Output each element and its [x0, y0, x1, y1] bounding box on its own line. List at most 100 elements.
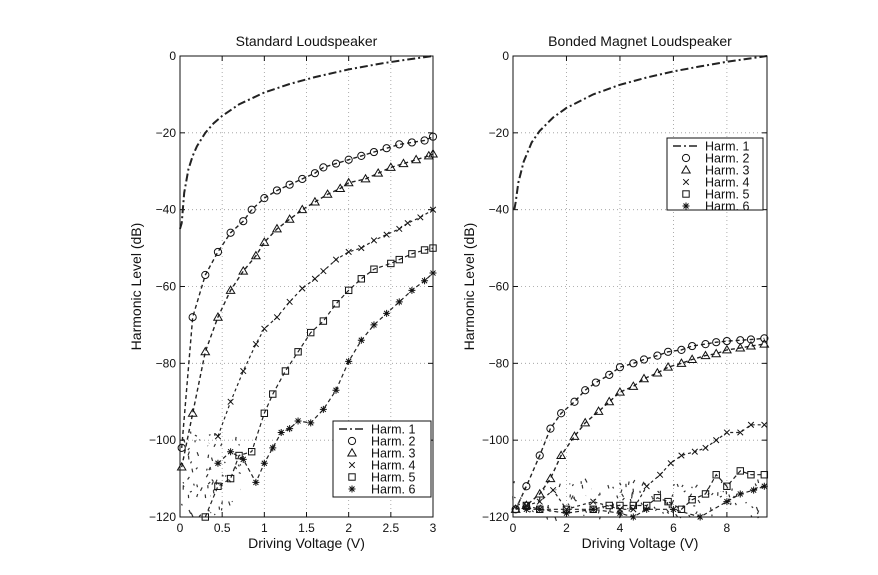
data-point-asterisk [319, 405, 327, 413]
data-point-circle [239, 217, 248, 226]
data-point-circle [226, 228, 235, 237]
data-point-circle [546, 424, 555, 433]
legend-square-icon [348, 473, 356, 481]
data-point-asterisk [669, 505, 677, 513]
y-tick-label: −100 [482, 433, 509, 447]
data-point-circle [213, 247, 223, 257]
legend-label: Harm. 4 [371, 459, 416, 473]
data-point-asterisk [269, 444, 277, 452]
data-point-x [214, 433, 222, 440]
data-point-circle [688, 341, 697, 351]
chart-1: 0 0.5 1 1.5 2 2.5 3 0 −20 −40 −60 −80 −100 −120 Standa… [128, 33, 439, 551]
data-point-asterisk [260, 459, 268, 467]
data-point-x [691, 448, 698, 455]
data-point-circle [522, 482, 531, 491]
data-point-circle [712, 338, 721, 347]
series-line [217, 209, 434, 437]
data-point-triangle [721, 344, 732, 354]
data-point-triangle [614, 386, 626, 396]
data-point-x [273, 314, 281, 321]
data-point-x [678, 452, 685, 459]
data-point-triangle [385, 162, 396, 171]
data-point-triangle [309, 196, 321, 206]
y-tick-label: −40 [156, 203, 177, 217]
data-point-square [214, 482, 222, 490]
data-point-asterisk [643, 505, 651, 513]
data-point-square [281, 367, 290, 375]
y-tick-label: −60 [156, 280, 177, 294]
series-harm-5 [522, 467, 769, 514]
data-point-circle [615, 363, 625, 372]
data-point-square [688, 496, 696, 504]
data-point-triangle [569, 431, 580, 440]
x-tick-label: 6 [670, 521, 677, 535]
legend-box [666, 137, 764, 211]
data-point-triangle [711, 348, 722, 358]
data-point-asterisk [616, 509, 624, 517]
legend-label: Harm. 2 [705, 152, 750, 166]
x-tick-label: 8 [724, 521, 731, 535]
legend-triangle-icon [680, 164, 692, 174]
legend-label: Harm. 6 [705, 200, 750, 214]
x-tick-label: 0 [177, 521, 184, 535]
data-point-square [605, 501, 613, 510]
plot-frame [512, 55, 768, 518]
data-point-x [643, 483, 650, 490]
data-point-x [747, 421, 755, 428]
data-point-square [247, 447, 256, 456]
data-point-asterisk [760, 482, 768, 490]
data-point-square [344, 286, 353, 295]
data-point-asterisk [294, 417, 302, 425]
data-point-triangle [360, 173, 371, 183]
data-point-triangle [411, 154, 422, 164]
data-point-x [590, 498, 597, 505]
data-point-triangle [745, 340, 757, 350]
data-point-square [664, 497, 672, 506]
data-point-circle [535, 451, 544, 460]
y-tick-label: 0 [502, 49, 509, 63]
y-tick-label: 0 [169, 49, 176, 63]
data-point-circle [605, 370, 614, 379]
data-point-circle [357, 151, 366, 160]
data-point-circle [557, 409, 566, 418]
data-point-square [357, 275, 366, 283]
data-point-x [404, 219, 411, 227]
x-tick-label: 2 [563, 521, 570, 535]
data-point-asterisk [307, 419, 315, 427]
data-point-circle [639, 355, 649, 364]
data-point-square [760, 471, 769, 479]
data-point-triangle [735, 342, 746, 352]
data-point-square [269, 390, 277, 398]
legend-label: Harm. 3 [705, 164, 750, 178]
data-point-x [713, 437, 720, 444]
data-point-triangle [238, 265, 249, 275]
legend-label: Harm. 4 [705, 176, 750, 190]
data-point-triangle [212, 312, 224, 321]
data-point-triangle [556, 450, 567, 460]
data-point-triangle [284, 214, 295, 223]
data-point-circle [188, 313, 197, 322]
data-point-square [307, 328, 315, 337]
data-point-circle [677, 345, 686, 354]
series-harm-6 [214, 269, 437, 486]
data-point-x [227, 398, 234, 405]
data-point-circle [760, 334, 769, 343]
legend-circle-icon [347, 436, 357, 446]
noise-floor [180, 431, 242, 518]
y-tick-label: −80 [489, 356, 510, 370]
data-point-asterisk [750, 486, 758, 494]
data-point-triangle [628, 381, 639, 390]
series-harm-4 [523, 421, 768, 513]
y-tick-label: −60 [489, 280, 510, 294]
data-point-asterisk [277, 428, 285, 436]
data-point-triangle [534, 488, 545, 498]
series-line [526, 424, 765, 510]
data-point-asterisk [214, 459, 222, 467]
data-point-asterisk [239, 455, 247, 463]
plot-frame [179, 55, 434, 518]
data-point-circle [177, 443, 186, 452]
series-harm-6 [522, 482, 768, 521]
legend-square-icon [682, 190, 690, 198]
data-point-x [702, 444, 709, 452]
